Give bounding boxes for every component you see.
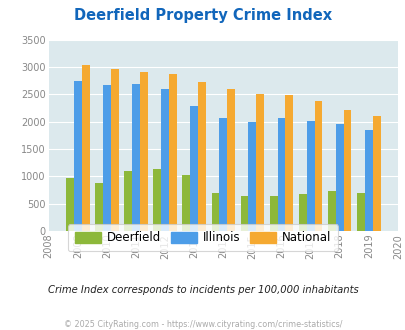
- Bar: [327, 191, 335, 231]
- Bar: [269, 196, 277, 231]
- Bar: [227, 89, 234, 231]
- Bar: [81, 65, 90, 231]
- Bar: [132, 84, 140, 231]
- Bar: [248, 122, 256, 231]
- Bar: [161, 89, 168, 231]
- Bar: [140, 72, 147, 231]
- Bar: [153, 169, 161, 231]
- Bar: [298, 194, 306, 231]
- Legend: Deerfield, Illinois, National: Deerfield, Illinois, National: [68, 224, 337, 251]
- Bar: [314, 101, 322, 231]
- Bar: [74, 81, 81, 231]
- Bar: [364, 130, 372, 231]
- Bar: [103, 85, 111, 231]
- Bar: [124, 171, 132, 231]
- Bar: [372, 115, 379, 231]
- Bar: [240, 196, 248, 231]
- Bar: [198, 82, 205, 231]
- Bar: [111, 69, 118, 231]
- Bar: [277, 118, 285, 231]
- Bar: [66, 178, 74, 231]
- Bar: [211, 193, 219, 231]
- Bar: [356, 193, 364, 231]
- Text: Crime Index corresponds to incidents per 100,000 inhabitants: Crime Index corresponds to incidents per…: [47, 285, 358, 295]
- Bar: [168, 74, 177, 231]
- Bar: [343, 110, 351, 231]
- Bar: [285, 95, 292, 231]
- Text: © 2025 CityRating.com - https://www.cityrating.com/crime-statistics/: © 2025 CityRating.com - https://www.city…: [64, 320, 341, 329]
- Text: Deerfield Property Crime Index: Deerfield Property Crime Index: [74, 8, 331, 23]
- Bar: [95, 183, 103, 231]
- Bar: [335, 124, 343, 231]
- Bar: [182, 175, 190, 231]
- Bar: [306, 121, 314, 231]
- Bar: [219, 118, 227, 231]
- Bar: [256, 94, 264, 231]
- Bar: [190, 106, 198, 231]
